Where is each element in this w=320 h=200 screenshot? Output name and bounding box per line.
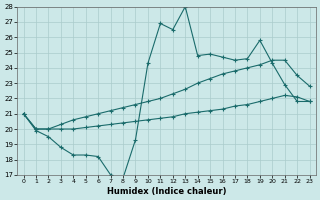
X-axis label: Humidex (Indice chaleur): Humidex (Indice chaleur) xyxy=(107,187,226,196)
